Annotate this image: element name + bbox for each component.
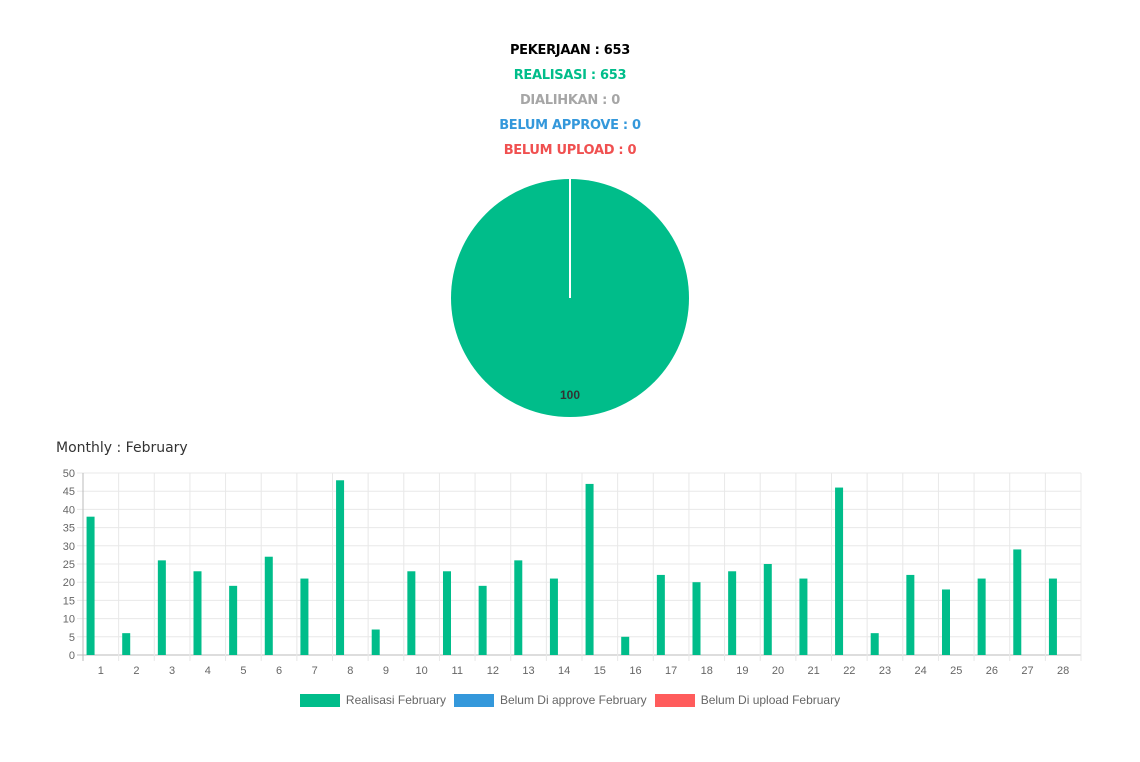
x-tick-label: 16 xyxy=(629,665,641,677)
legend-item[interactable]: Belum Di upload February xyxy=(654,692,841,708)
x-tick-label: 26 xyxy=(986,665,998,677)
bar xyxy=(264,556,273,655)
bar xyxy=(300,578,309,655)
y-tick-label: 15 xyxy=(63,595,75,607)
x-tick-label: 7 xyxy=(312,665,318,677)
legend-label: Realisasi February xyxy=(345,693,446,708)
y-tick-label: 30 xyxy=(63,541,75,553)
realisasi-total: REALISASI : 653 xyxy=(513,68,627,83)
bar xyxy=(157,560,166,655)
legend-label: Belum Di approve February xyxy=(499,693,647,708)
bar xyxy=(514,560,523,655)
bar xyxy=(692,582,701,655)
bar xyxy=(193,571,202,655)
grid xyxy=(77,472,1082,661)
x-tick-label: 25 xyxy=(950,665,962,677)
x-tick-label: 10 xyxy=(415,665,427,677)
legend-swatch xyxy=(299,693,340,707)
y-tick-label: 40 xyxy=(63,504,75,516)
x-tick-label: 12 xyxy=(487,665,499,677)
pekerjaan-total: PEKERJAAN : 653 xyxy=(509,43,631,58)
x-tick-label: 22 xyxy=(843,665,855,677)
pie-chart: 100 xyxy=(451,179,689,417)
bar xyxy=(442,571,451,655)
x-tick-label: 11 xyxy=(452,665,463,677)
x-tick-label: 27 xyxy=(1021,665,1033,677)
belum-upload-total: BELUM UPLOAD : 0 xyxy=(503,143,637,158)
bar xyxy=(336,480,345,655)
bar xyxy=(941,589,950,655)
x-tick-label: 24 xyxy=(914,665,926,677)
bar xyxy=(977,578,986,655)
x-tick-label: 17 xyxy=(665,665,677,677)
y-tick-label: 35 xyxy=(63,523,75,535)
x-tick-label: 19 xyxy=(736,665,748,677)
x-tick-label: 21 xyxy=(808,665,820,677)
bar xyxy=(86,516,95,655)
bar xyxy=(1048,578,1057,655)
bar xyxy=(621,636,630,655)
y-tick-label: 25 xyxy=(63,559,75,571)
legend-swatch xyxy=(654,693,695,707)
x-tick-label: 14 xyxy=(558,665,570,677)
legend-swatch xyxy=(453,693,494,707)
x-tick-label: 28 xyxy=(1057,665,1069,677)
y-tick-label: 5 xyxy=(69,632,75,644)
x-tick-label: 5 xyxy=(240,665,246,677)
legend-item[interactable]: Belum Di approve February xyxy=(453,692,647,708)
dialihkan-total: DIALIHKAN : 0 xyxy=(519,93,621,108)
x-tick-label: 8 xyxy=(347,665,353,677)
pie-slice-label: 100 xyxy=(560,388,580,402)
y-tick-label: 0 xyxy=(69,650,75,662)
y-tick-label: 50 xyxy=(63,468,75,480)
y-tick-label: 10 xyxy=(63,614,75,626)
summary-panel: PEKERJAAN : 653 REALISASI : 653 DIALIHKA… xyxy=(0,40,1140,165)
bar xyxy=(478,585,487,655)
y-tick-label: 20 xyxy=(63,577,75,589)
bar xyxy=(1013,549,1022,655)
legend-item[interactable]: Realisasi February xyxy=(299,692,446,708)
bar xyxy=(229,585,238,655)
x-tick-label: 23 xyxy=(879,665,891,677)
bar xyxy=(906,574,915,655)
belum-approve-total: BELUM APPROVE : 0 xyxy=(499,118,641,133)
x-tick-label: 15 xyxy=(594,665,606,677)
bar xyxy=(763,564,772,655)
bar xyxy=(870,633,879,655)
y-tick-label: 45 xyxy=(63,486,75,498)
x-tick-label: 9 xyxy=(383,665,389,677)
x-tick-label: 4 xyxy=(205,665,211,677)
chart-legend: Realisasi February Belum Di approve Febru… xyxy=(0,692,1140,707)
bar xyxy=(799,578,808,655)
x-tick-label: 13 xyxy=(522,665,534,677)
x-tick-label: 1 xyxy=(98,665,104,677)
legend-label: Belum Di upload February xyxy=(700,693,841,708)
x-tick-label: 18 xyxy=(701,665,713,677)
bar xyxy=(728,571,737,655)
monthly-title: Monthly : February xyxy=(56,440,188,456)
bar xyxy=(407,571,416,655)
x-tick-label: 3 xyxy=(169,665,175,677)
bar xyxy=(122,633,131,655)
x-tick-label: 6 xyxy=(276,665,282,677)
bar xyxy=(371,629,380,655)
bar xyxy=(835,487,844,655)
bar xyxy=(585,483,594,655)
bar xyxy=(656,574,665,655)
x-tick-label: 20 xyxy=(772,665,784,677)
bar xyxy=(549,578,558,655)
x-tick-label: 2 xyxy=(133,665,139,677)
